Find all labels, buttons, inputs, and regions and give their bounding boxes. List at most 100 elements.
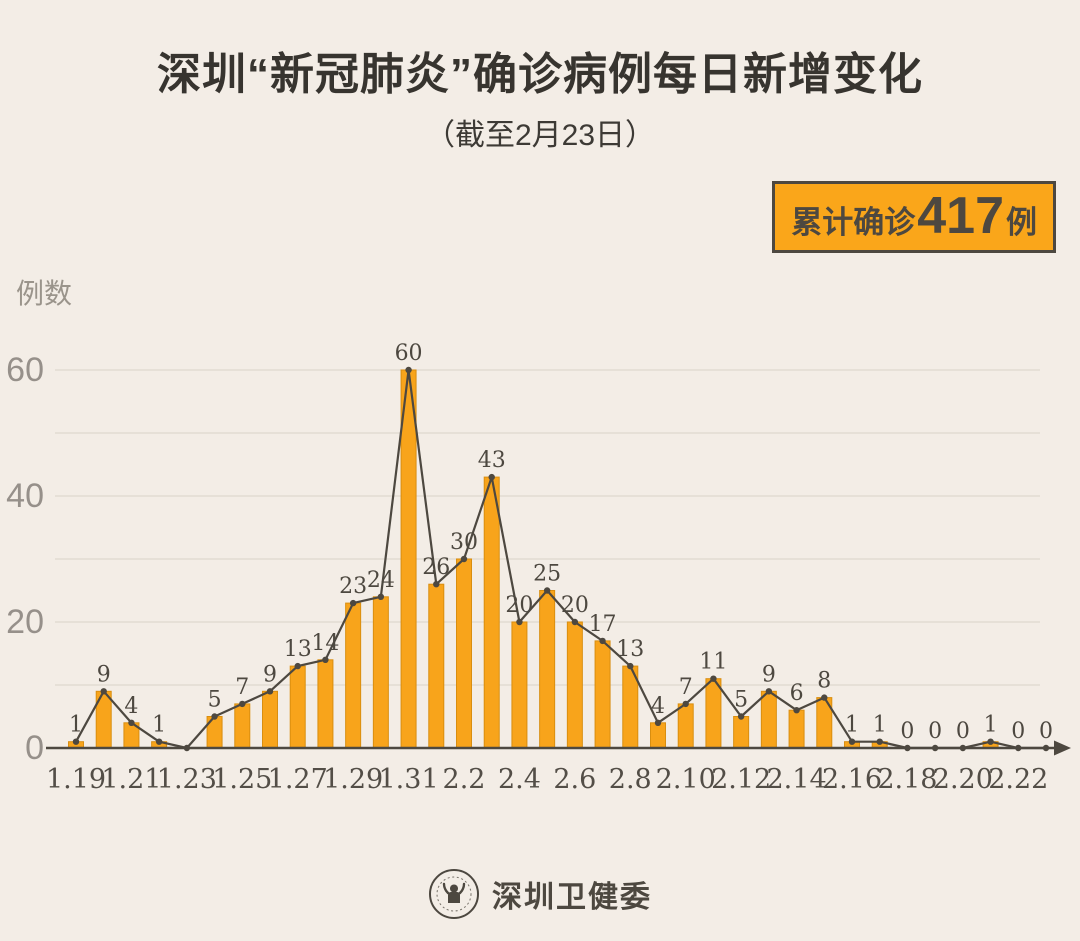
data-point-2.22: [1015, 744, 1022, 752]
data-point-2.9: [654, 719, 662, 726]
value-label: 23: [339, 574, 367, 599]
bar-1.28: [317, 659, 334, 749]
data-point-1.26: [266, 688, 274, 695]
bar-1.29: [345, 602, 362, 749]
value-label: 13: [616, 637, 644, 662]
x-tick-label: 2.22: [988, 764, 1048, 795]
x-tick-label: 2.10: [656, 764, 716, 795]
data-point-2.3: [488, 473, 495, 481]
y-tick-label: 40: [6, 477, 44, 515]
value-label: 4: [651, 694, 665, 719]
x-tick-label: 2.2: [443, 764, 486, 795]
value-label: 1: [152, 713, 166, 738]
data-point-2.2: [460, 555, 468, 563]
data-point-2.4: [516, 618, 523, 626]
x-tick-label: 2.18: [877, 764, 937, 795]
x-tick-label: 1.29: [323, 764, 383, 795]
data-point-2.23: [1042, 744, 1050, 752]
x-tick-label: 2.8: [609, 764, 652, 795]
y-tick-label: 60: [6, 351, 44, 389]
value-label: 1: [845, 713, 859, 738]
value-label: 9: [97, 662, 111, 687]
health-commission-seal-icon: [429, 869, 479, 919]
value-label: 1: [873, 713, 887, 738]
data-point-2.16: [848, 738, 856, 745]
data-point-2.18: [904, 744, 911, 752]
bar-2.13: [760, 690, 777, 749]
bar-2.4: [511, 621, 528, 749]
x-tick-label: 2.4: [498, 764, 541, 795]
bar-2.3: [483, 476, 500, 749]
data-point-2.10: [682, 700, 689, 708]
data-point-1.23: [183, 744, 191, 752]
value-label: 0: [1039, 719, 1053, 744]
data-point-2.19: [931, 744, 939, 752]
value-label: 13: [284, 637, 312, 662]
data-point-2.17: [876, 738, 883, 745]
value-label: 7: [679, 675, 693, 700]
value-label: 14: [311, 631, 339, 656]
value-label: 0: [1011, 719, 1025, 744]
x-tick-label: 1.21: [101, 764, 161, 795]
value-label: 17: [589, 612, 617, 637]
value-label: 11: [699, 650, 727, 675]
value-label: 1: [69, 713, 83, 738]
data-point-2.15: [821, 694, 828, 701]
data-point-1.30: [377, 593, 385, 600]
data-point-2.8: [627, 662, 634, 670]
bar-1.31: [400, 369, 417, 749]
bar-2.6: [566, 621, 583, 749]
data-point-2.1: [433, 581, 440, 588]
x-tick-label: 2.16: [822, 764, 882, 795]
data-point-1.31: [405, 366, 412, 374]
bar-1.26: [262, 690, 278, 749]
value-label: 24: [367, 568, 395, 593]
trend-line: [75, 368, 1046, 750]
value-label: 0: [928, 719, 942, 744]
data-point-1.20: [100, 688, 107, 695]
badge-total-count: 417: [917, 187, 1004, 245]
value-label: 0: [956, 719, 970, 744]
bar-2.11: [705, 678, 722, 749]
bar-1.25: [234, 703, 251, 749]
x-tick-label: 2.12: [711, 764, 771, 795]
x-tick-label: 2.6: [553, 764, 596, 795]
data-point-2.7: [599, 637, 606, 645]
value-label: 30: [450, 530, 478, 555]
cumulative-total-badge: 累计确诊 417 例: [772, 181, 1056, 253]
value-label: 20: [561, 593, 589, 618]
data-point-2.20: [959, 744, 967, 752]
value-label: 1: [984, 713, 998, 738]
value-label: 43: [478, 448, 506, 473]
value-label: 6: [790, 681, 804, 706]
bar-2.10: [677, 703, 694, 749]
chart-title: 深圳“新冠肺炎”确诊病例每日新增变化: [157, 50, 923, 99]
x-tick-label: 1.31: [379, 764, 439, 795]
value-label: 9: [762, 662, 776, 687]
bar-2.5: [539, 590, 556, 749]
data-point-1.29: [349, 599, 357, 607]
badge-suffix-label: 例: [1006, 205, 1037, 240]
data-point-1.28: [322, 656, 329, 663]
badge-prefix-label: 累计确诊: [791, 205, 916, 240]
value-label: 4: [124, 694, 138, 719]
data-point-1.19: [72, 738, 80, 745]
y-tick-label: 20: [6, 603, 44, 641]
y-axis-unit-label: 例数: [16, 278, 73, 309]
org-name: 深圳卫健委: [492, 881, 652, 914]
data-point-1.24: [211, 713, 218, 720]
value-label: 25: [533, 562, 561, 587]
bar-2.1: [428, 583, 445, 749]
value-label: 60: [395, 341, 423, 366]
data-point-2.21: [987, 738, 994, 745]
value-label: 5: [208, 688, 222, 713]
x-tick-label: 1.27: [268, 764, 328, 795]
data-point-1.25: [239, 700, 246, 708]
footer: 深圳卫健委: [0, 868, 1080, 920]
x-tick-label: 1.19: [46, 764, 106, 795]
value-label: 0: [900, 719, 914, 744]
x-tick-label: 1.25: [212, 764, 272, 795]
x-tick-label: 1.23: [157, 764, 217, 795]
